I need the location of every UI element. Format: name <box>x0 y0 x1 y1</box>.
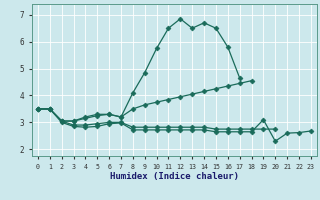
X-axis label: Humidex (Indice chaleur): Humidex (Indice chaleur) <box>110 172 239 181</box>
